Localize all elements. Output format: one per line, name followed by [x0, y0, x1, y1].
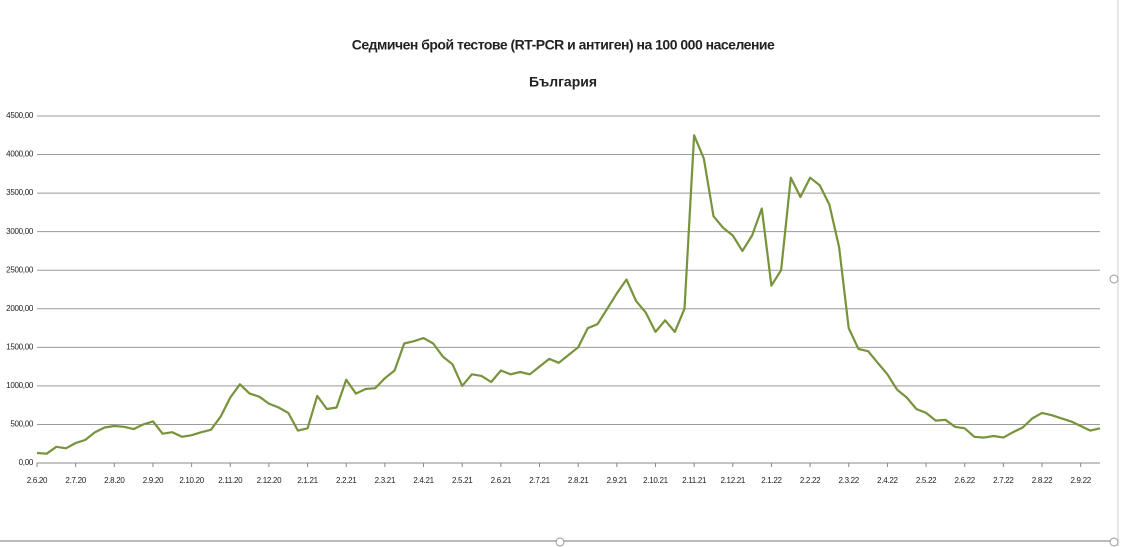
x-tick-label: 2.1.21	[297, 476, 318, 485]
x-tick-label: 2.6.21	[491, 476, 512, 485]
y-tick-label: 1000,00	[6, 381, 34, 390]
x-tick-label: 2.12.20	[257, 476, 282, 485]
y-tick-label: 3000,00	[6, 227, 34, 236]
x-tick-label: 2.7.20	[65, 476, 86, 485]
x-tick-label: 2.1.22	[761, 476, 782, 485]
x-tick-label: 2.8.21	[568, 476, 589, 485]
x-tick-label: 2.2.22	[800, 476, 821, 485]
x-tick-label: 2.11.20	[218, 476, 243, 485]
x-tick-label: 2.8.22	[1032, 476, 1053, 485]
x-tick-label: 2.11.21	[682, 476, 707, 485]
x-tick-label: 2.4.22	[877, 476, 898, 485]
x-tick-label: 2.4.21	[413, 476, 434, 485]
y-tick-label: 4500,00	[6, 111, 34, 120]
chart-subtitle: България	[529, 74, 597, 90]
y-tick-label: 500,00	[10, 420, 34, 429]
x-tick-label: 2.10.21	[643, 476, 668, 485]
x-tick-label: 2.8.20	[104, 476, 125, 485]
resize-handle[interactable]	[555, 537, 565, 547]
resize-handle[interactable]	[1109, 274, 1119, 284]
resize-handle[interactable]	[1109, 537, 1119, 547]
x-tick-label: 2.6.20	[27, 476, 48, 485]
x-tick-label: 2.7.21	[529, 476, 550, 485]
x-tick-label: 2.9.22	[1070, 476, 1091, 485]
y-tick-label: 2000,00	[6, 304, 34, 313]
y-tick-label: 3500,00	[6, 188, 34, 197]
y-tick-label: 4000,00	[6, 150, 34, 159]
x-tick-label: 2.12.21	[720, 476, 745, 485]
y-tick-label: 0,00	[19, 458, 34, 467]
x-tick-label: 2.10.20	[179, 476, 204, 485]
chart-title: Седмичен брой тестове (RT-PCR и антиген)…	[352, 37, 775, 53]
x-tick-label: 2.5.21	[452, 476, 473, 485]
x-tick-label: 2.9.21	[607, 476, 628, 485]
x-tick-label: 2.3.22	[839, 476, 860, 485]
x-tick-label: 2.9.20	[143, 476, 164, 485]
x-tick-label: 2.6.22	[954, 476, 975, 485]
x-tick-label: 2.7.22	[993, 476, 1014, 485]
y-tick-label: 2500,00	[6, 265, 34, 274]
data-line	[36, 134, 1101, 455]
y-tick-label: 1500,00	[6, 342, 34, 351]
x-tick-label: 2.3.21	[375, 476, 396, 485]
x-tick-label: 2.2.21	[336, 476, 357, 485]
x-tick-label: 2.5.22	[916, 476, 937, 485]
